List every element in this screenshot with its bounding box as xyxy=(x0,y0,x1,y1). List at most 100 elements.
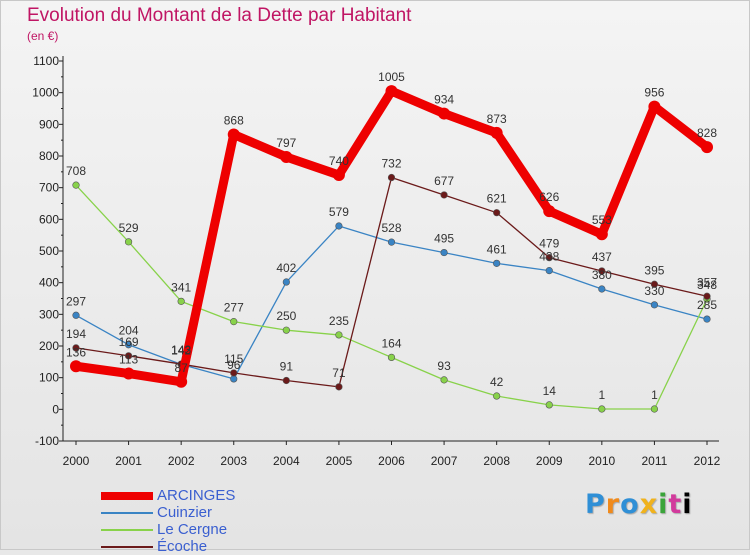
data-label: 740 xyxy=(329,154,349,168)
data-point xyxy=(70,360,82,373)
data-point xyxy=(72,311,80,319)
data-point xyxy=(545,254,553,262)
data-label: 194 xyxy=(66,327,86,341)
data-point xyxy=(438,107,451,120)
data-label: 357 xyxy=(697,275,717,289)
data-point xyxy=(335,222,343,230)
data-point xyxy=(227,128,240,141)
data-point xyxy=(124,352,133,360)
logo-letter: r xyxy=(605,489,621,520)
legend-swatch xyxy=(101,545,153,548)
data-label: 169 xyxy=(119,335,139,349)
data-point xyxy=(335,383,343,391)
data-label: 479 xyxy=(539,237,559,251)
data-point xyxy=(387,238,396,246)
y-tick-label: 1000 xyxy=(32,86,59,100)
y-tick-label: 400 xyxy=(39,276,59,290)
data-point xyxy=(493,259,501,267)
data-label: 402 xyxy=(276,261,296,275)
legend-item: ARCINGES xyxy=(101,487,235,504)
logo-letter: x xyxy=(639,489,659,520)
data-point xyxy=(282,278,290,286)
data-point xyxy=(72,181,80,189)
data-point xyxy=(493,392,501,400)
y-tick-label: 500 xyxy=(39,244,59,258)
data-label: 873 xyxy=(487,112,507,126)
data-label: 461 xyxy=(487,242,507,256)
data-point xyxy=(543,205,556,218)
x-tick-label: 2012 xyxy=(694,454,721,468)
data-label: 677 xyxy=(434,174,454,188)
data-point xyxy=(440,376,448,384)
data-label: 797 xyxy=(276,136,296,150)
logo-letter: i xyxy=(658,489,669,520)
legend-item: Cuinzier xyxy=(101,504,235,521)
x-tick-label: 2000 xyxy=(63,454,90,468)
data-label: 438 xyxy=(539,250,559,264)
logo-letter: t xyxy=(668,489,683,520)
y-tick-label: 600 xyxy=(39,212,59,226)
data-label: 828 xyxy=(697,126,717,140)
legend-label: Cuinzier xyxy=(157,504,213,521)
data-point xyxy=(545,267,553,275)
y-tick-label: 100 xyxy=(39,371,59,385)
y-tick-label: 0 xyxy=(52,402,59,416)
data-label: 277 xyxy=(224,301,244,315)
x-tick-label: 2004 xyxy=(273,454,300,468)
data-point xyxy=(124,341,133,349)
data-label: 529 xyxy=(119,221,139,235)
logo-letter: P xyxy=(585,489,606,520)
logo-letter: o xyxy=(620,489,640,520)
data-label: 93 xyxy=(437,359,451,373)
data-point xyxy=(177,297,185,305)
y-tick-label: 700 xyxy=(39,181,59,195)
data-label: 1005 xyxy=(378,70,405,84)
data-point xyxy=(335,331,343,339)
data-label: 1 xyxy=(598,388,605,402)
data-label: 250 xyxy=(276,309,296,323)
data-label: 437 xyxy=(592,250,612,264)
data-label: 235 xyxy=(329,314,349,328)
data-label: 708 xyxy=(66,164,86,178)
data-label: 136 xyxy=(66,345,86,359)
data-label: 868 xyxy=(224,113,244,127)
data-label: 732 xyxy=(381,157,401,171)
data-point xyxy=(595,228,608,241)
legend-label: Écoche xyxy=(157,538,208,555)
data-label: 330 xyxy=(644,284,664,298)
data-label: 142 xyxy=(171,343,191,357)
y-tick-label: -100 xyxy=(35,434,59,448)
data-label: 204 xyxy=(119,324,139,338)
data-point xyxy=(175,375,188,388)
data-point xyxy=(493,209,501,217)
data-point xyxy=(440,248,448,257)
chart-title: Evolution du Montant de la Dette par Hab… xyxy=(27,5,412,26)
data-label: 164 xyxy=(381,336,401,350)
x-tick-label: 2005 xyxy=(326,454,353,468)
data-label: 528 xyxy=(381,221,401,235)
data-point xyxy=(545,401,553,409)
data-point xyxy=(703,315,711,323)
data-label: 621 xyxy=(487,192,507,206)
data-label: 71 xyxy=(332,366,346,380)
x-tick-label: 2006 xyxy=(378,454,405,468)
proxiti-logo: Proxiti xyxy=(585,489,693,520)
y-tick-label: 900 xyxy=(39,117,59,131)
data-label: 87 xyxy=(174,361,188,375)
legend-swatch xyxy=(101,511,153,514)
data-point xyxy=(648,100,661,113)
legend-label: ARCINGES xyxy=(157,487,236,504)
data-point xyxy=(598,267,606,275)
data-point xyxy=(230,375,238,383)
data-label: 113 xyxy=(119,353,138,367)
data-point xyxy=(332,169,345,181)
chart-unit: (en €) xyxy=(27,29,59,43)
y-tick-label: 1100 xyxy=(33,54,59,68)
data-label: 14 xyxy=(543,384,557,398)
data-label: 553 xyxy=(592,213,612,227)
data-point xyxy=(230,369,238,377)
y-tick-label: 200 xyxy=(39,339,59,353)
legend-swatch xyxy=(101,528,153,531)
x-tick-label: 2003 xyxy=(220,454,247,468)
